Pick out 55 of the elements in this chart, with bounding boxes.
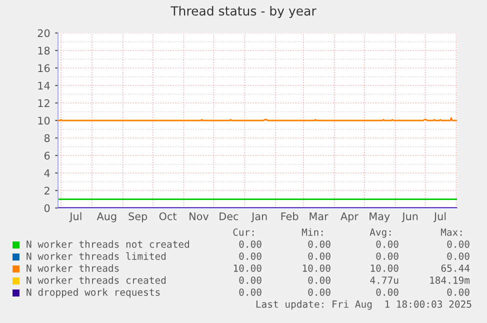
legend-label: N worker threads	[26, 264, 119, 272]
x-tick-label: Apr	[340, 212, 358, 222]
y-tick-label: 18	[38, 46, 50, 55]
legend-label: N worker threads limited	[26, 252, 166, 260]
y-tick-label: 4	[44, 169, 50, 177]
y-tick-label: 14	[38, 82, 50, 90]
text: 0.00	[239, 252, 262, 260]
y-tick-label: 16	[38, 64, 50, 72]
x-tick-label: Oct	[159, 212, 177, 220]
text: Last update: Fri Aug 1 18:00:03 2025	[256, 300, 472, 310]
y-tick-label: 2	[44, 186, 50, 194]
x-tick-label: May	[370, 212, 390, 222]
text: 10.00	[302, 264, 330, 272]
text: 0.00	[376, 288, 398, 296]
x-tick-label: Jul	[433, 212, 446, 222]
text: 0.00	[239, 240, 262, 248]
text: 184.19m	[430, 276, 470, 284]
chart-title: Thread status - by year	[170, 6, 316, 18]
x-tick-label: Jan	[251, 212, 267, 222]
text: 0.00	[239, 276, 262, 284]
y-tick-label: 12	[38, 99, 50, 107]
x-tick-label: Jul	[69, 212, 82, 222]
text: 0.00	[308, 288, 330, 296]
text: Min:	[302, 228, 323, 236]
text: 0.00	[447, 252, 470, 260]
text: 0.00	[239, 288, 262, 296]
text: 0.00	[447, 240, 470, 248]
text: 0.00	[376, 252, 398, 260]
text: 0.00	[308, 252, 330, 260]
legend-label: N worker threads not created	[26, 240, 189, 248]
text: 65.44	[441, 264, 470, 272]
y-tick-label: 6	[44, 152, 50, 160]
text: 0.00	[308, 276, 330, 284]
x-tick-label: Sep	[128, 212, 148, 222]
text: 10.00	[370, 264, 398, 272]
legend-label: N worker threads created	[26, 276, 166, 284]
text: Avg:	[370, 228, 391, 238]
y-tick-label: 0	[44, 204, 50, 212]
x-tick-label: Dec	[220, 212, 238, 220]
x-tick-label: Mar	[310, 212, 328, 220]
x-tick-label: Aug	[96, 212, 116, 222]
x-tick-label: Jun	[402, 212, 418, 222]
y-tick-label: 8	[44, 134, 50, 142]
text: Cur:	[233, 228, 254, 236]
text: 0.00	[447, 288, 470, 296]
text: 4.77u	[370, 276, 398, 284]
y-tick-label: 10	[38, 116, 50, 125]
text: Max:	[440, 228, 462, 236]
text: 0.00	[376, 240, 398, 248]
x-tick-label: Feb	[281, 212, 298, 220]
text: 0.00	[308, 240, 330, 248]
text: 10.00	[234, 264, 262, 272]
y-tick-label: 20	[38, 29, 50, 38]
x-tick-label: Nov	[190, 212, 209, 220]
legend-label: N dropped work requests	[26, 288, 160, 298]
